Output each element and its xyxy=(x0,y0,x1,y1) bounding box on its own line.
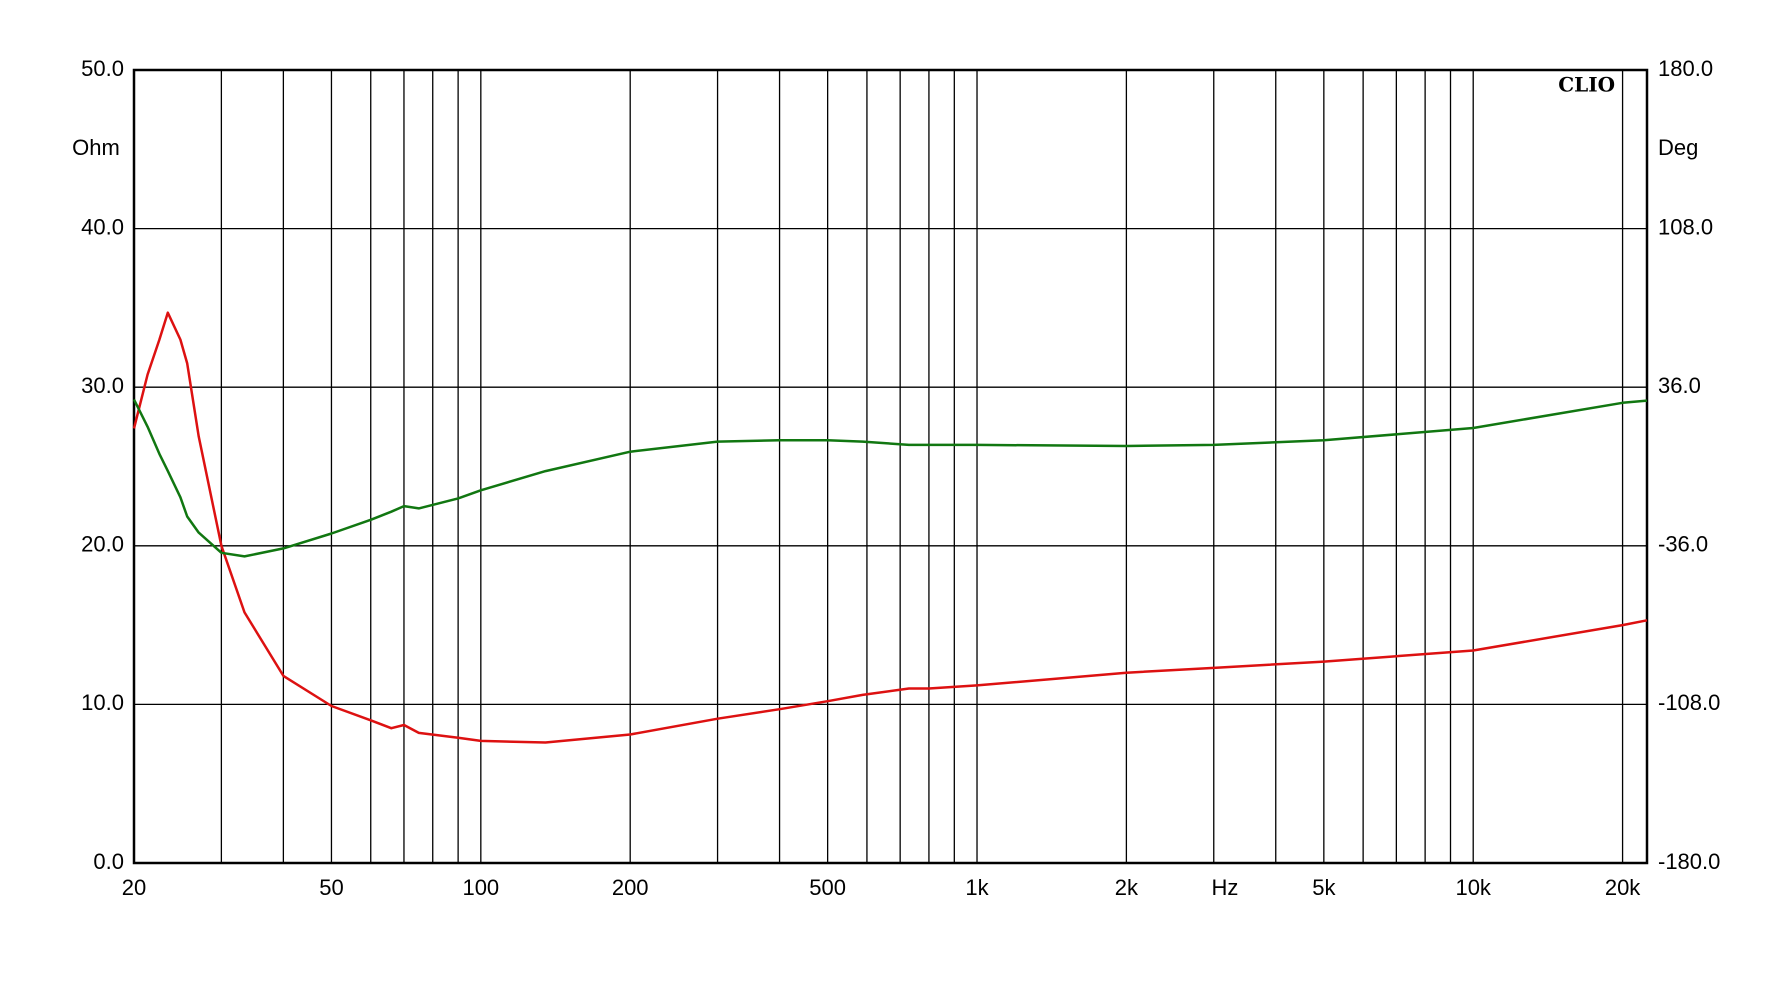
y2-tick-label: 36.0 xyxy=(1658,373,1701,398)
x-tick-label: 20k xyxy=(1605,875,1641,900)
x-axis-label: Hz xyxy=(1212,875,1239,900)
y2-axis-label: Deg xyxy=(1658,135,1698,160)
x-tick-label: 1k xyxy=(965,875,989,900)
x-tick-label: 10k xyxy=(1455,875,1491,900)
y2-tick-label: -108.0 xyxy=(1658,690,1720,715)
x-tick-label: 200 xyxy=(612,875,649,900)
y-tick-label: 30.0 xyxy=(81,373,124,398)
plot-frame xyxy=(132,68,1649,865)
y2-tick-label: 108.0 xyxy=(1658,214,1713,239)
y-tick-label: 0.0 xyxy=(93,849,124,874)
y2-tick-label: -180.0 xyxy=(1658,849,1720,874)
y2-tick-label: 180.0 xyxy=(1658,56,1713,81)
y-tick-label: 10.0 xyxy=(81,690,124,715)
x-tick-label: 5k xyxy=(1312,875,1336,900)
y-axis-label: Ohm xyxy=(72,135,120,160)
y-tick-label: 40.0 xyxy=(81,214,124,239)
series-line xyxy=(132,311,1648,744)
brand: CLIO xyxy=(1558,73,1615,97)
x-tick-label: 50 xyxy=(319,875,343,900)
x-tick-label: 500 xyxy=(809,875,846,900)
series-line xyxy=(132,398,1648,558)
x-tick-label: 100 xyxy=(462,875,499,900)
x-tick-label: 2k xyxy=(1115,875,1139,900)
y-tick-label: 50.0 xyxy=(81,56,124,81)
x-tick-label: 20 xyxy=(122,875,146,900)
y2-tick-label: -36.0 xyxy=(1658,532,1708,557)
y-tick-label: 20.0 xyxy=(81,532,124,557)
